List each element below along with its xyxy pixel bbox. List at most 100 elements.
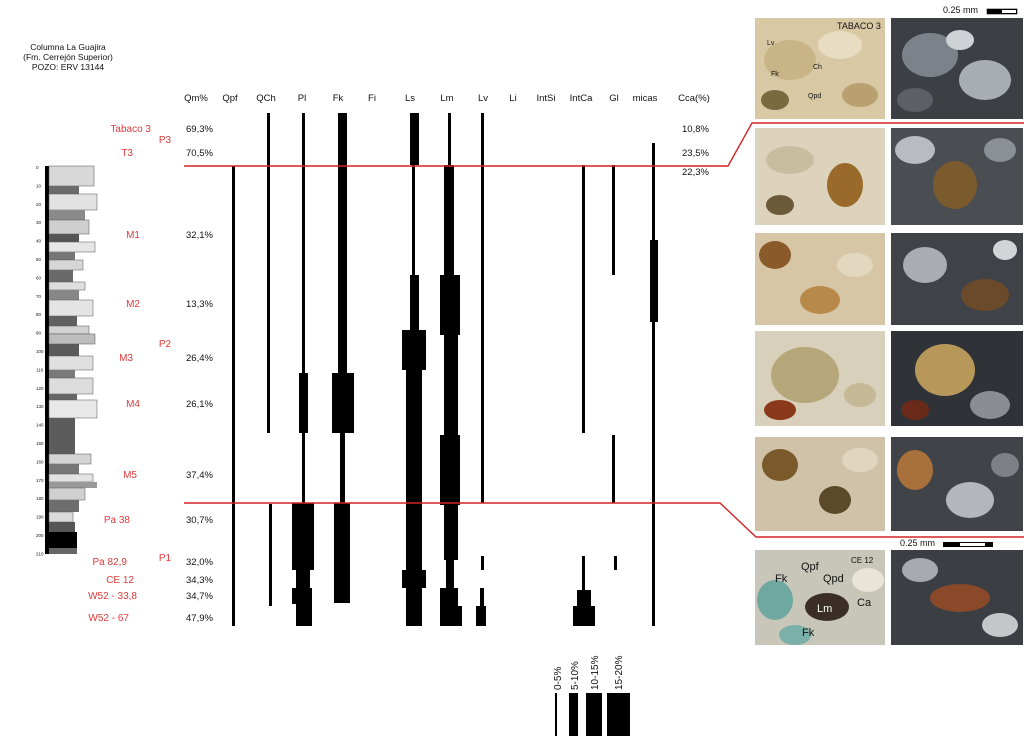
log-ls <box>410 113 419 165</box>
bed <box>48 377 94 395</box>
legend-label-10-15: 10-15% <box>590 655 601 690</box>
log-lv <box>480 588 484 606</box>
abundance-logs <box>232 113 658 626</box>
bed <box>49 532 77 548</box>
header-micas: micas <box>633 93 658 104</box>
qm-value: 34,3% <box>186 575 213 586</box>
log-pl <box>292 503 314 570</box>
sample-name: T3 <box>121 148 133 159</box>
grain <box>766 146 814 174</box>
depth-tick-label: 10 <box>36 183 42 188</box>
scale-bar-bottom-white <box>960 543 985 546</box>
header-qm: Qm% <box>184 93 208 104</box>
grain <box>903 247 947 283</box>
grain <box>915 344 975 396</box>
bed <box>48 473 94 483</box>
log-pl <box>296 604 312 626</box>
bed <box>49 186 79 194</box>
sample-name: W52 - 33,8 <box>88 591 137 602</box>
boundary-lower <box>184 502 1024 538</box>
depth-tick-label: 80 <box>36 312 42 317</box>
sample-name: M3 <box>119 353 133 364</box>
log-lm <box>448 113 451 165</box>
log-qch <box>267 113 270 433</box>
log-fk <box>334 503 350 603</box>
log-qch <box>269 504 272 606</box>
unit-label-p3: P3 <box>159 135 172 146</box>
depth-tick-label: 40 <box>36 239 42 244</box>
depth-axis-bar <box>45 166 49 554</box>
grain <box>757 580 793 620</box>
bed <box>49 522 75 532</box>
bed <box>48 511 74 523</box>
depth-tick-label: 170 <box>36 478 44 483</box>
bed <box>49 394 77 400</box>
bed <box>48 453 92 465</box>
log-intca <box>582 165 585 433</box>
grain <box>764 40 816 80</box>
depth-tick-label: 50 <box>36 257 42 262</box>
log-micas <box>652 143 655 240</box>
grain <box>897 450 933 490</box>
mineral-label-fk: Fk <box>775 573 788 585</box>
bed <box>49 344 79 356</box>
header-fi: Fi <box>368 93 376 104</box>
log-pl <box>296 570 310 588</box>
title-line-2: (Fm. Cerrejón Superior) <box>23 52 113 62</box>
grain <box>852 568 884 592</box>
header-intsi: IntSi <box>536 93 555 104</box>
grain <box>837 253 873 277</box>
grain <box>764 400 796 420</box>
cca-value: 23,5% <box>682 148 709 159</box>
log-intca <box>582 556 585 590</box>
bed <box>48 487 86 501</box>
log-ls <box>402 570 426 588</box>
depth-tick-label: 150 <box>36 441 44 446</box>
bed <box>49 464 79 474</box>
header-pl: Pl <box>298 93 306 104</box>
grain <box>946 30 974 50</box>
bed <box>49 290 79 300</box>
log-fk <box>338 113 347 373</box>
depth-tick-label: 140 <box>36 423 44 428</box>
log-fk <box>332 373 354 433</box>
sample-name: Pa 82,9 <box>93 557 128 568</box>
grain <box>970 391 1010 419</box>
bed <box>48 333 96 345</box>
grain <box>844 383 876 407</box>
qm-value: 13,3% <box>186 299 213 310</box>
abundance-legend: 0-5% 5-10% 10-15% 15-20% <box>553 655 630 736</box>
bed <box>49 482 97 488</box>
header-gl: Gl <box>609 93 619 104</box>
grain <box>805 593 849 621</box>
log-fk <box>340 433 345 503</box>
qm-value: 37,4% <box>186 470 213 481</box>
grain <box>959 60 1011 100</box>
depth-tick-label: 100 <box>36 349 44 354</box>
grain <box>827 163 863 207</box>
grain <box>901 400 929 420</box>
scale-bar-top-white <box>1002 10 1016 13</box>
grain <box>902 33 958 77</box>
bed <box>49 548 77 554</box>
log-lm <box>440 606 462 626</box>
mineral-label-ce12: CE 12 <box>851 556 874 565</box>
sample-name: M2 <box>126 299 140 310</box>
bed <box>48 219 90 235</box>
qm-value: 26,4% <box>186 353 213 364</box>
header-lm: Lm <box>440 93 453 104</box>
log-lm <box>440 435 460 505</box>
photo-top-label: TABACO 3 <box>837 21 881 31</box>
grain <box>842 448 878 472</box>
qm-value: 70,5% <box>186 148 213 159</box>
sample-name: M4 <box>126 399 140 410</box>
grain <box>771 347 839 403</box>
grain <box>800 286 840 314</box>
mineral-label-ca: Ca <box>857 597 872 609</box>
depth-tick-label: 20 <box>36 202 42 207</box>
header-qch: QCh <box>256 93 276 104</box>
bed <box>49 234 79 242</box>
log-ls <box>402 330 426 370</box>
depth-tick-label: 110 <box>36 367 44 372</box>
